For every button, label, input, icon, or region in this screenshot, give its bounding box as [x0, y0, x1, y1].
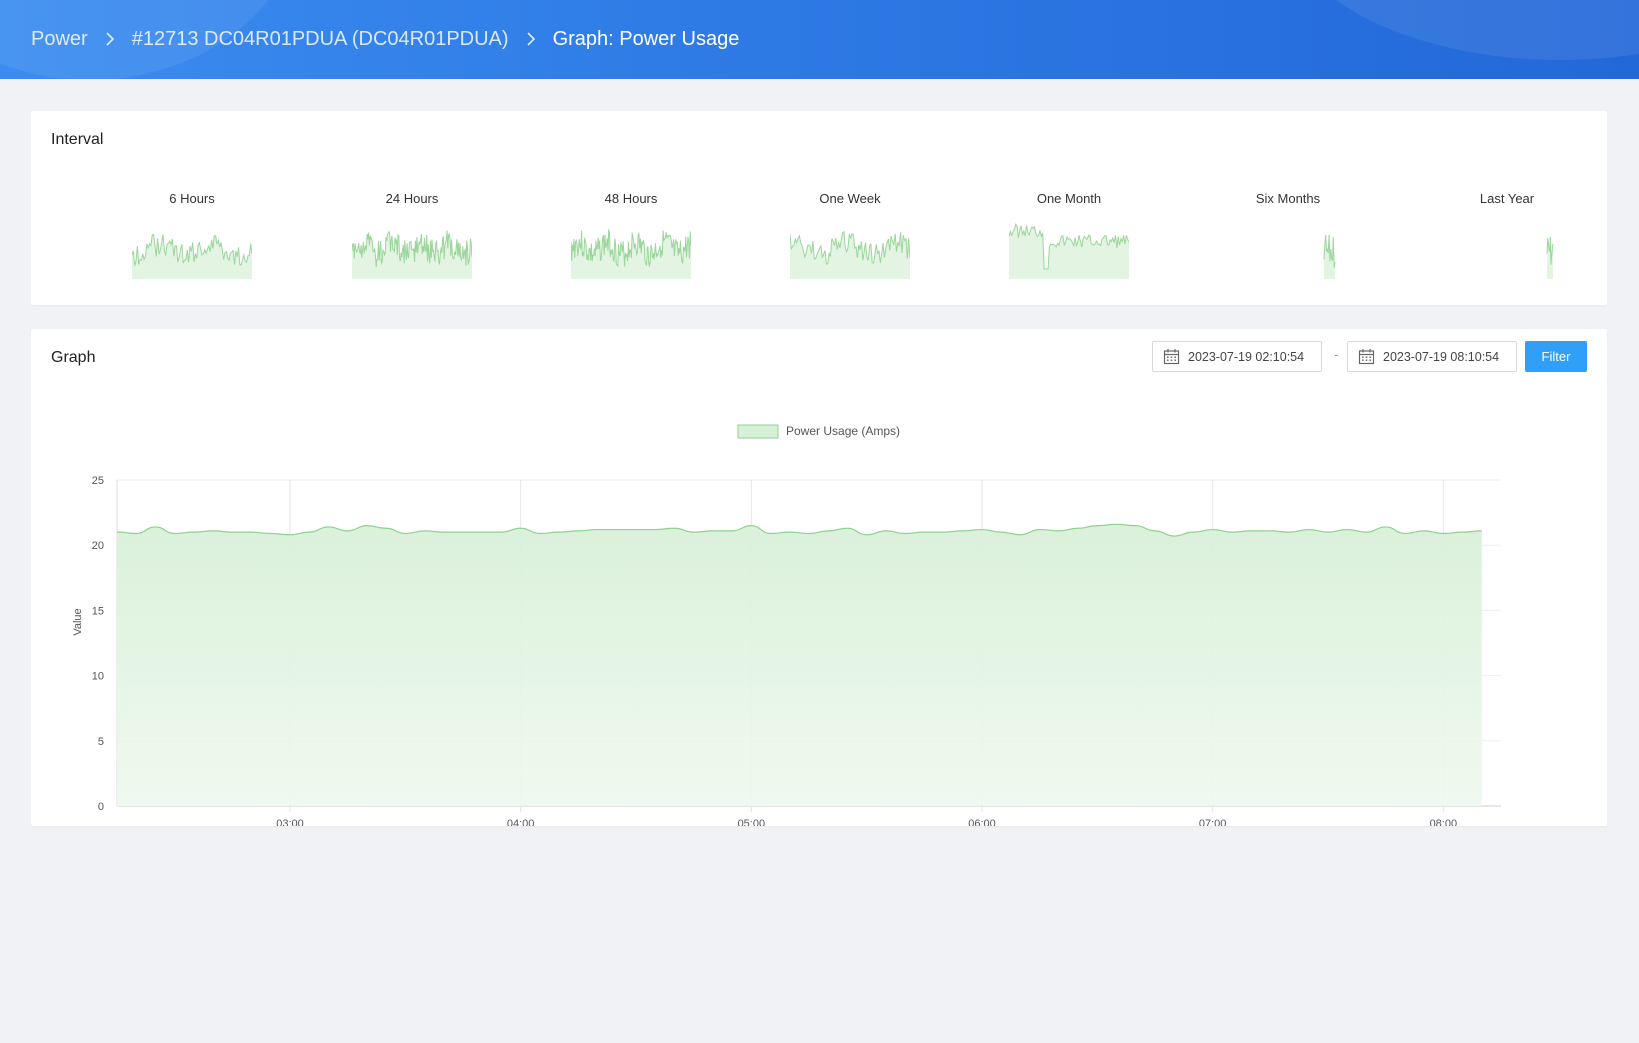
interval-option-last-year[interactable]: Last Year: [1432, 189, 1582, 279]
sparkline-line: [352, 230, 472, 268]
interval-card: Interval 6 Hours 24 Hours 48 Hours One W…: [31, 111, 1607, 305]
y-tick-label: 5: [98, 736, 104, 748]
interval-label: Six Months: [1255, 191, 1321, 206]
interval-label: 6 Hours: [169, 191, 215, 206]
from-date-value: 2023-07-19 02:10:54: [1188, 349, 1305, 364]
interval-label: 24 Hours: [385, 191, 439, 206]
filter-button[interactable]: Filter: [1525, 341, 1587, 372]
interval-label: One Month: [1036, 191, 1102, 206]
x-tick-label: 06:00: [968, 818, 996, 826]
sparkline-6-hours: [132, 233, 252, 279]
y-tick-label: 0: [98, 801, 104, 813]
interval-label: 48 Hours: [604, 191, 658, 206]
sparkline-line: [132, 233, 252, 266]
sparkline-line: [1546, 236, 1554, 265]
interval-card-title: Interval: [51, 131, 104, 148]
breadcrumb-item-power[interactable]: Power: [31, 27, 88, 50]
y-tick-label: 10: [92, 671, 104, 683]
sparkline-one-month: [1009, 223, 1129, 279]
interval-option-one-week[interactable]: One Week: [775, 189, 925, 279]
graph-card-title: Graph: [51, 349, 96, 366]
interval-option-one-month[interactable]: One Month: [994, 189, 1144, 279]
chevron-right-icon: [509, 28, 553, 51]
breadcrumb: Power #12713 DC04R01PDUA (DC04R01PDUA) G…: [31, 24, 739, 54]
sparkline-area: [352, 230, 472, 279]
sparkline-area: [1009, 224, 1129, 279]
interval-label: Last Year: [1479, 191, 1535, 206]
sparkline-one-week: [790, 230, 910, 279]
to-date-value: 2023-07-19 08:10:54: [1383, 349, 1500, 364]
calendar-icon: [1163, 349, 1180, 365]
chart-axes: 0 5 10 15 20 25 03:00 04:00 05:00 06:00 07:00 08:00: [92, 475, 1457, 826]
sparkline-48-hours: [571, 228, 691, 279]
sparkline-area: [790, 231, 910, 279]
from-date-input[interactable]: 2023-07-19 02:10:54: [1152, 341, 1322, 372]
y-tick-label: 20: [92, 540, 104, 552]
y-axis-title: Value: [72, 608, 84, 635]
y-tick-label: 25: [92, 475, 104, 487]
sparkline-24-hours: [352, 230, 472, 279]
interval-option-48-hours[interactable]: 48 Hours: [556, 189, 706, 279]
chevron-right-icon: [88, 28, 132, 51]
interval-option-six-months[interactable]: Six Months: [1213, 189, 1363, 279]
calendar-icon: [1358, 349, 1375, 365]
sparkline-line: [790, 230, 910, 265]
chart-legend: Power Usage (Amps): [737, 424, 900, 439]
page-header: Power #12713 DC04R01PDUA (DC04R01PDUA) G…: [0, 0, 1639, 79]
breadcrumb-item-current: Graph: Power Usage: [552, 27, 740, 50]
interval-option-6-hours[interactable]: 6 Hours: [117, 189, 267, 279]
interval-label: One Week: [819, 191, 881, 206]
legend-swatch: [737, 424, 779, 439]
y-tick-label: 15: [92, 605, 104, 617]
x-tick-label: 07:00: [1199, 818, 1227, 826]
date-range-separator: -: [1334, 347, 1339, 362]
x-tick-label: 04:00: [507, 818, 535, 826]
series-area: [117, 524, 1482, 806]
x-tick-label: 08:00: [1430, 818, 1458, 826]
sparkline-area: [132, 234, 252, 279]
chart-series: [116, 523, 1482, 806]
sparkline-line: [1323, 234, 1336, 268]
sparkline-line: [571, 228, 691, 268]
series-line: [116, 523, 1482, 537]
header-decoration: [1280, 0, 1639, 60]
power-usage-chart: 0 5 10 15 20 25 03:00 04:00 05:00 06:00 07:00 08:00…: [72, 424, 1501, 826]
sparkline-line: [1009, 223, 1129, 270]
interval-option-24-hours[interactable]: 24 Hours: [337, 189, 487, 279]
sparkline-six-months: [1323, 234, 1336, 279]
to-date-input[interactable]: 2023-07-19 08:10:54: [1347, 341, 1517, 372]
legend-label: Power Usage (Amps): [786, 424, 900, 438]
interval-options: 6 Hours 24 Hours 48 Hours One Week One M…: [31, 189, 1607, 299]
x-tick-label: 03:00: [276, 818, 304, 826]
breadcrumb-item-device[interactable]: #12713 DC04R01PDUA (DC04R01PDUA): [131, 27, 509, 50]
x-tick-label: 05:00: [738, 818, 766, 826]
graph-card: Graph 2023-07-19 02:10:54 - 2023-07-19 0…: [31, 329, 1607, 826]
sparkline-last-year: [1546, 236, 1554, 279]
